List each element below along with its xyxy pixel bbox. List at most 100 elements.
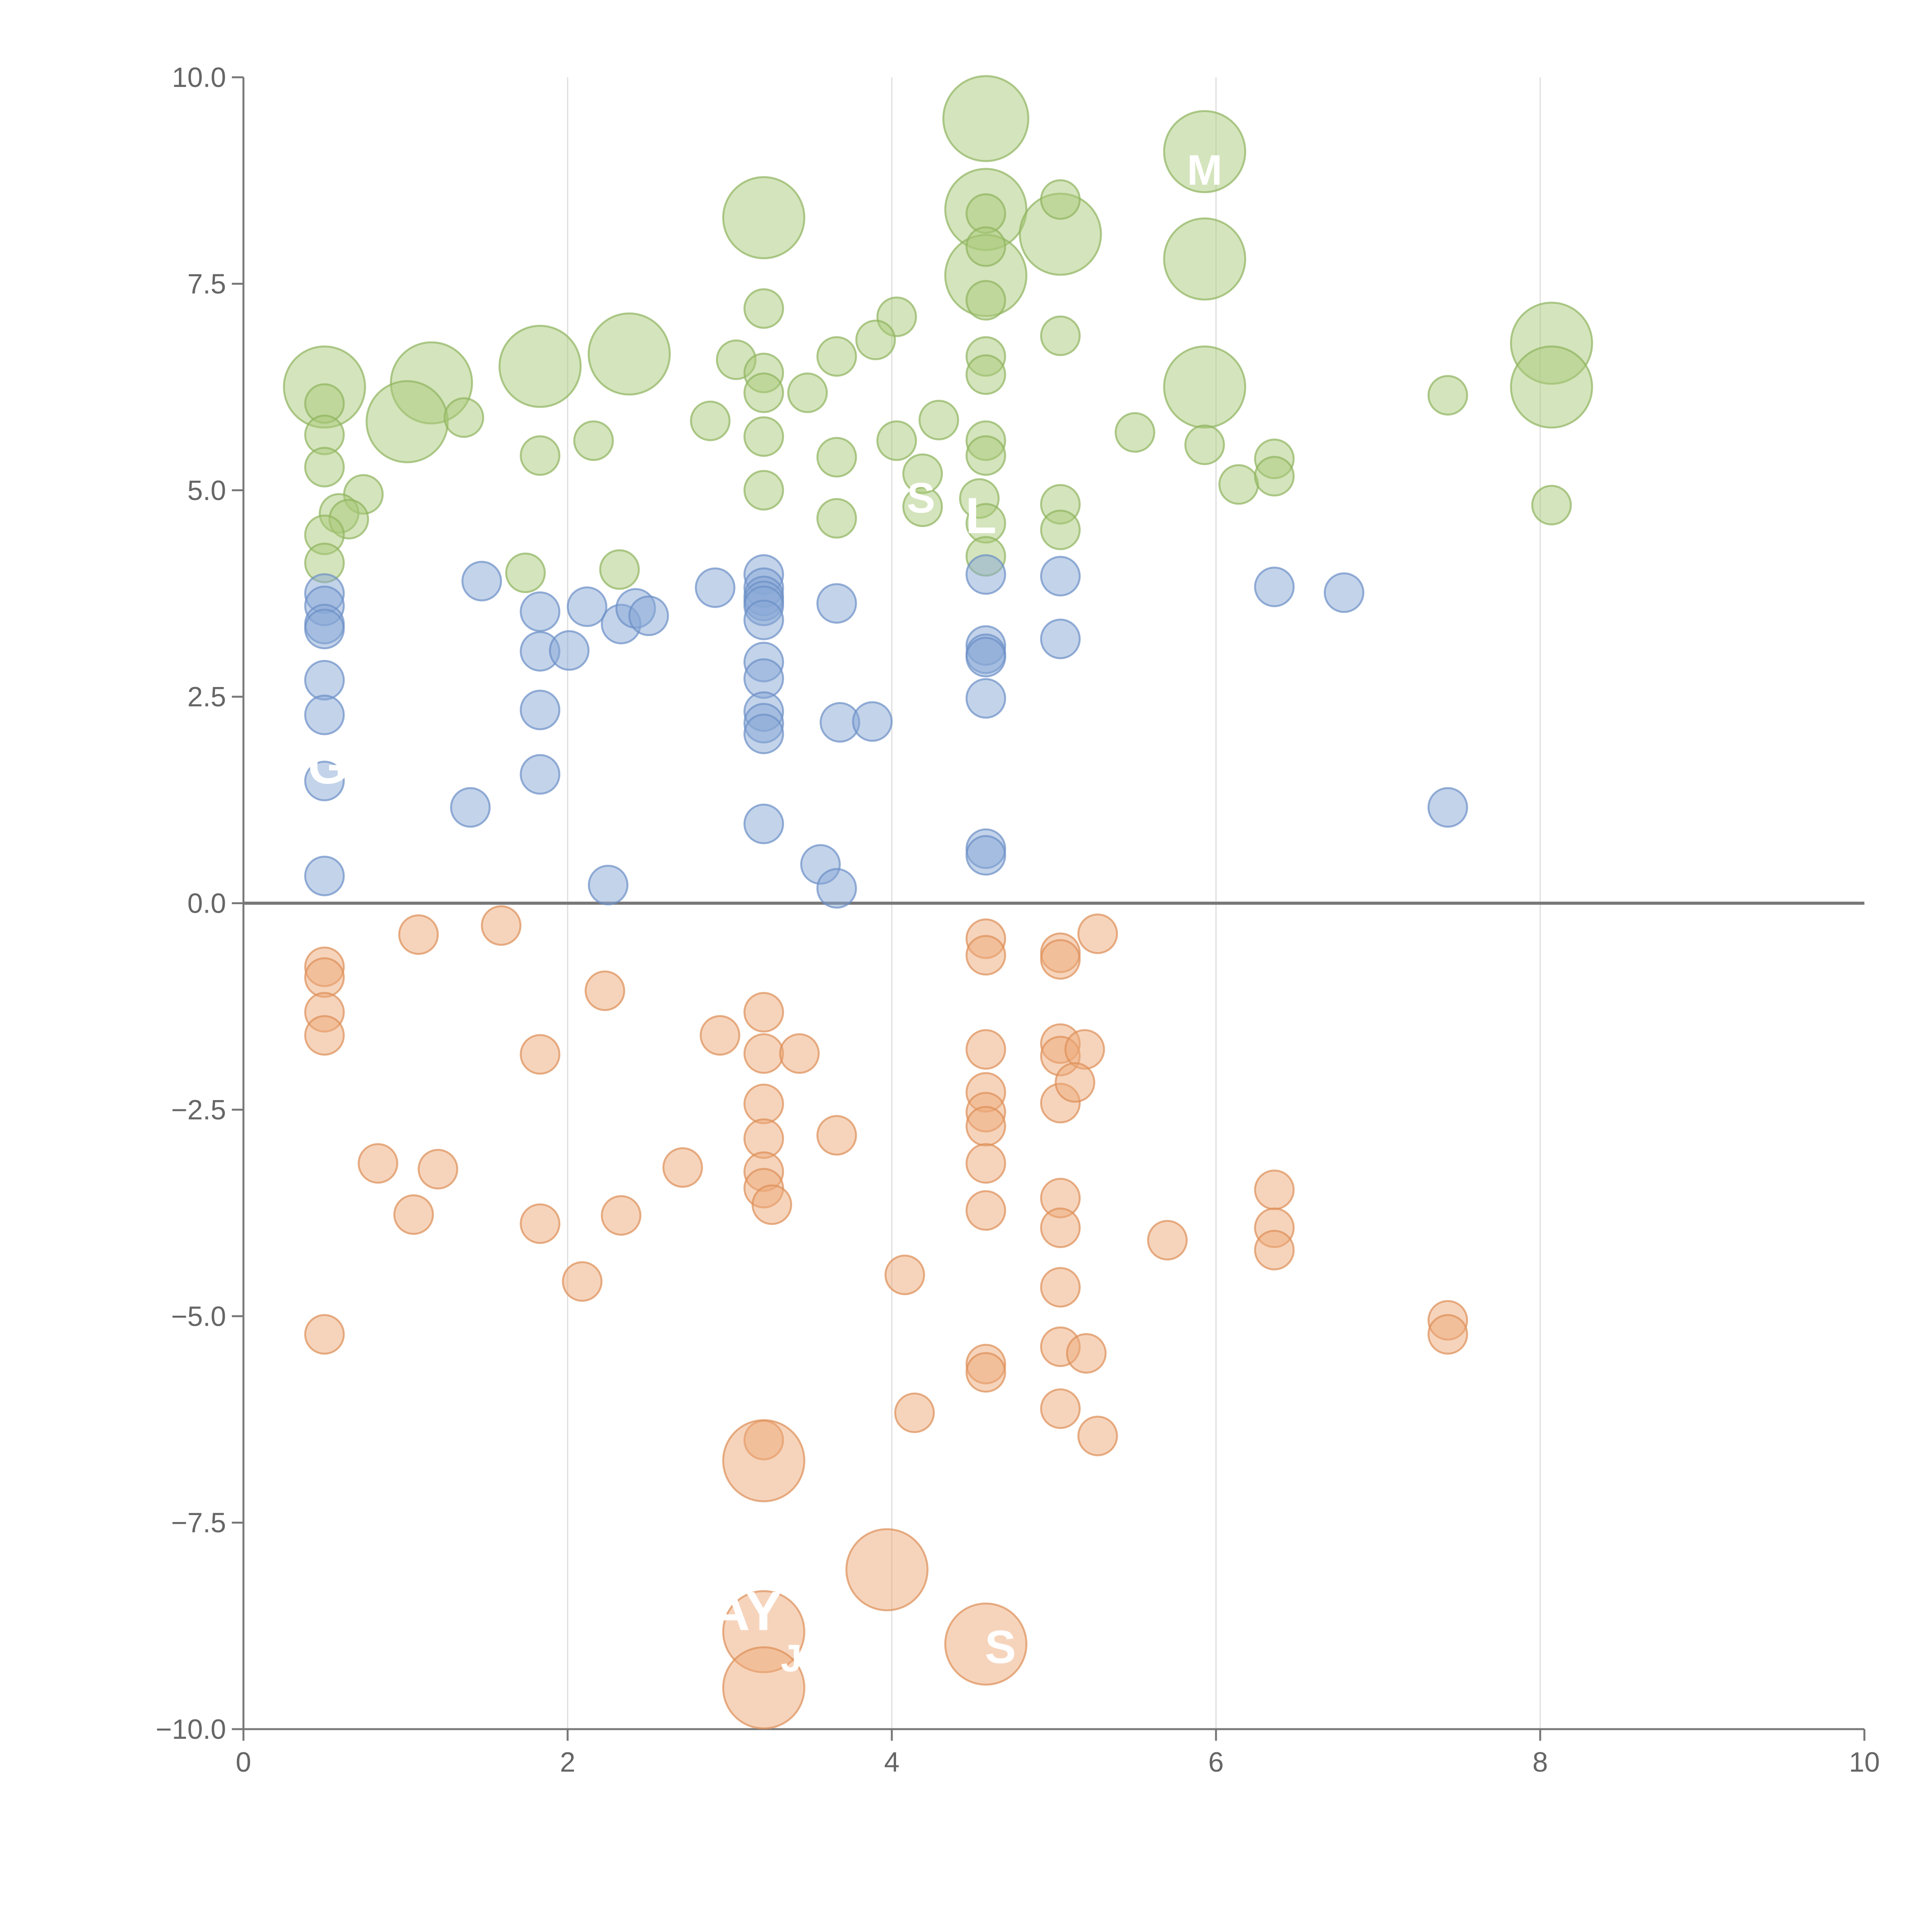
blue-bubble bbox=[852, 701, 893, 742]
orange-bubble bbox=[1054, 1062, 1095, 1103]
orange-bubble bbox=[722, 1419, 806, 1502]
blue-bubble bbox=[588, 864, 629, 905]
green-bubble bbox=[743, 288, 784, 329]
orange-bubble bbox=[481, 905, 522, 946]
green-bubble bbox=[855, 320, 896, 361]
bubble-annotation: M bbox=[1187, 146, 1223, 194]
orange-bubble bbox=[894, 1392, 935, 1433]
blue-bubble bbox=[461, 561, 502, 602]
green-bubble bbox=[918, 400, 959, 440]
green-bubble bbox=[573, 420, 614, 461]
orange-bubble bbox=[752, 1184, 793, 1225]
orange-bubble bbox=[562, 1261, 603, 1302]
orange-bubble bbox=[944, 1602, 1027, 1686]
blue-bubble bbox=[743, 599, 784, 640]
orange-bubble bbox=[600, 1195, 641, 1236]
orange-bubble bbox=[357, 1143, 398, 1184]
green-bubble bbox=[965, 354, 1006, 395]
x-tick-label: 8 bbox=[1532, 1747, 1548, 1778]
green-bubble bbox=[1427, 375, 1468, 416]
blue-bubble bbox=[743, 803, 784, 844]
y-tick-label: −7.5 bbox=[171, 1508, 226, 1539]
green-bubble bbox=[787, 372, 828, 413]
blue-bubble bbox=[450, 787, 491, 828]
blue-bubble bbox=[628, 595, 669, 636]
orange-bubble bbox=[1040, 1267, 1081, 1308]
orange-bubble bbox=[1077, 1415, 1118, 1456]
y-tick-label: 0.0 bbox=[187, 888, 226, 919]
blue-bubble bbox=[695, 567, 736, 608]
x-tick-label: 6 bbox=[1208, 1747, 1224, 1778]
blue-bubble bbox=[304, 694, 345, 735]
green-bubble bbox=[1184, 424, 1225, 465]
green-bubble bbox=[743, 416, 784, 457]
green-bubble bbox=[520, 435, 561, 476]
x-tick-label: 0 bbox=[236, 1747, 251, 1778]
orange-bubble bbox=[1040, 939, 1081, 980]
green-bubble bbox=[816, 336, 857, 377]
orange-bubble bbox=[1077, 913, 1118, 954]
green-bubble bbox=[1040, 509, 1081, 550]
orange-bubble bbox=[584, 970, 625, 1011]
blue-bubble bbox=[304, 760, 345, 801]
green-bubble bbox=[498, 325, 582, 408]
green-bubble bbox=[1163, 110, 1247, 193]
blue-bubble bbox=[1254, 566, 1295, 607]
orange-bubble bbox=[965, 935, 1006, 976]
blue-bubble bbox=[566, 586, 607, 627]
green-bubble bbox=[743, 372, 784, 413]
green-bubble bbox=[965, 280, 1006, 321]
green-bubble bbox=[1040, 315, 1081, 356]
green-bubble bbox=[816, 437, 857, 478]
orange-bubble bbox=[699, 1015, 740, 1056]
y-tick-label: −2.5 bbox=[171, 1095, 226, 1126]
orange-bubble bbox=[1147, 1220, 1188, 1261]
bubble-annotation: S bbox=[985, 1621, 1016, 1673]
orange-bubble bbox=[304, 1314, 345, 1355]
bubble-annotation: G bbox=[308, 738, 348, 794]
orange-bubble bbox=[965, 1143, 1006, 1184]
green-bubble bbox=[1163, 345, 1247, 429]
green-bubble bbox=[587, 312, 671, 396]
orange-bubble bbox=[1040, 1208, 1081, 1248]
green-bubble bbox=[942, 75, 1029, 162]
green-bubble bbox=[1510, 345, 1593, 429]
green-bubble bbox=[1531, 485, 1572, 526]
green-bubble bbox=[876, 420, 917, 461]
blue-bubble bbox=[965, 554, 1006, 595]
orange-bubble bbox=[884, 1254, 925, 1295]
blue-bubble bbox=[520, 591, 561, 632]
orange-bubble bbox=[1066, 1333, 1107, 1374]
orange-bubble bbox=[398, 914, 439, 955]
orange-bubble bbox=[743, 1083, 784, 1124]
x-tick-label: 2 bbox=[560, 1747, 575, 1778]
orange-bubble bbox=[779, 1033, 820, 1074]
green-bubble bbox=[965, 226, 1006, 267]
orange-bubble bbox=[965, 1106, 1006, 1147]
y-tick-label: −5.0 bbox=[171, 1301, 226, 1332]
bubble-annotation: AY bbox=[710, 1581, 782, 1642]
blue-bubble bbox=[965, 678, 1006, 719]
green-bubble bbox=[444, 397, 485, 438]
blue-bubble bbox=[816, 583, 857, 624]
blue-bubble bbox=[1040, 556, 1081, 597]
orange-bubble bbox=[743, 1033, 784, 1074]
green-bubble bbox=[366, 380, 449, 463]
blue-bubble bbox=[816, 868, 857, 909]
green-bubble bbox=[816, 498, 857, 539]
orange-bubble bbox=[1040, 1388, 1081, 1429]
axes: 0 2 4 6 8 10 −10.0 −7.5 −5.0 −2.5 0.0 2.5 5.0 7.5 10.0 bbox=[156, 62, 1880, 1778]
orange-bubble bbox=[417, 1149, 458, 1190]
blue-bubble bbox=[520, 689, 561, 730]
orange-bubble bbox=[393, 1194, 434, 1235]
orange-bubble bbox=[520, 1034, 561, 1075]
green-bubble bbox=[505, 553, 546, 593]
green-bubble bbox=[1254, 456, 1295, 497]
green-bubble bbox=[902, 486, 943, 527]
orange-bubble bbox=[1427, 1314, 1468, 1355]
orange-bubble bbox=[1254, 1230, 1295, 1270]
bubble-annotation: J bbox=[781, 1636, 802, 1679]
orange-bubble bbox=[304, 1015, 345, 1056]
